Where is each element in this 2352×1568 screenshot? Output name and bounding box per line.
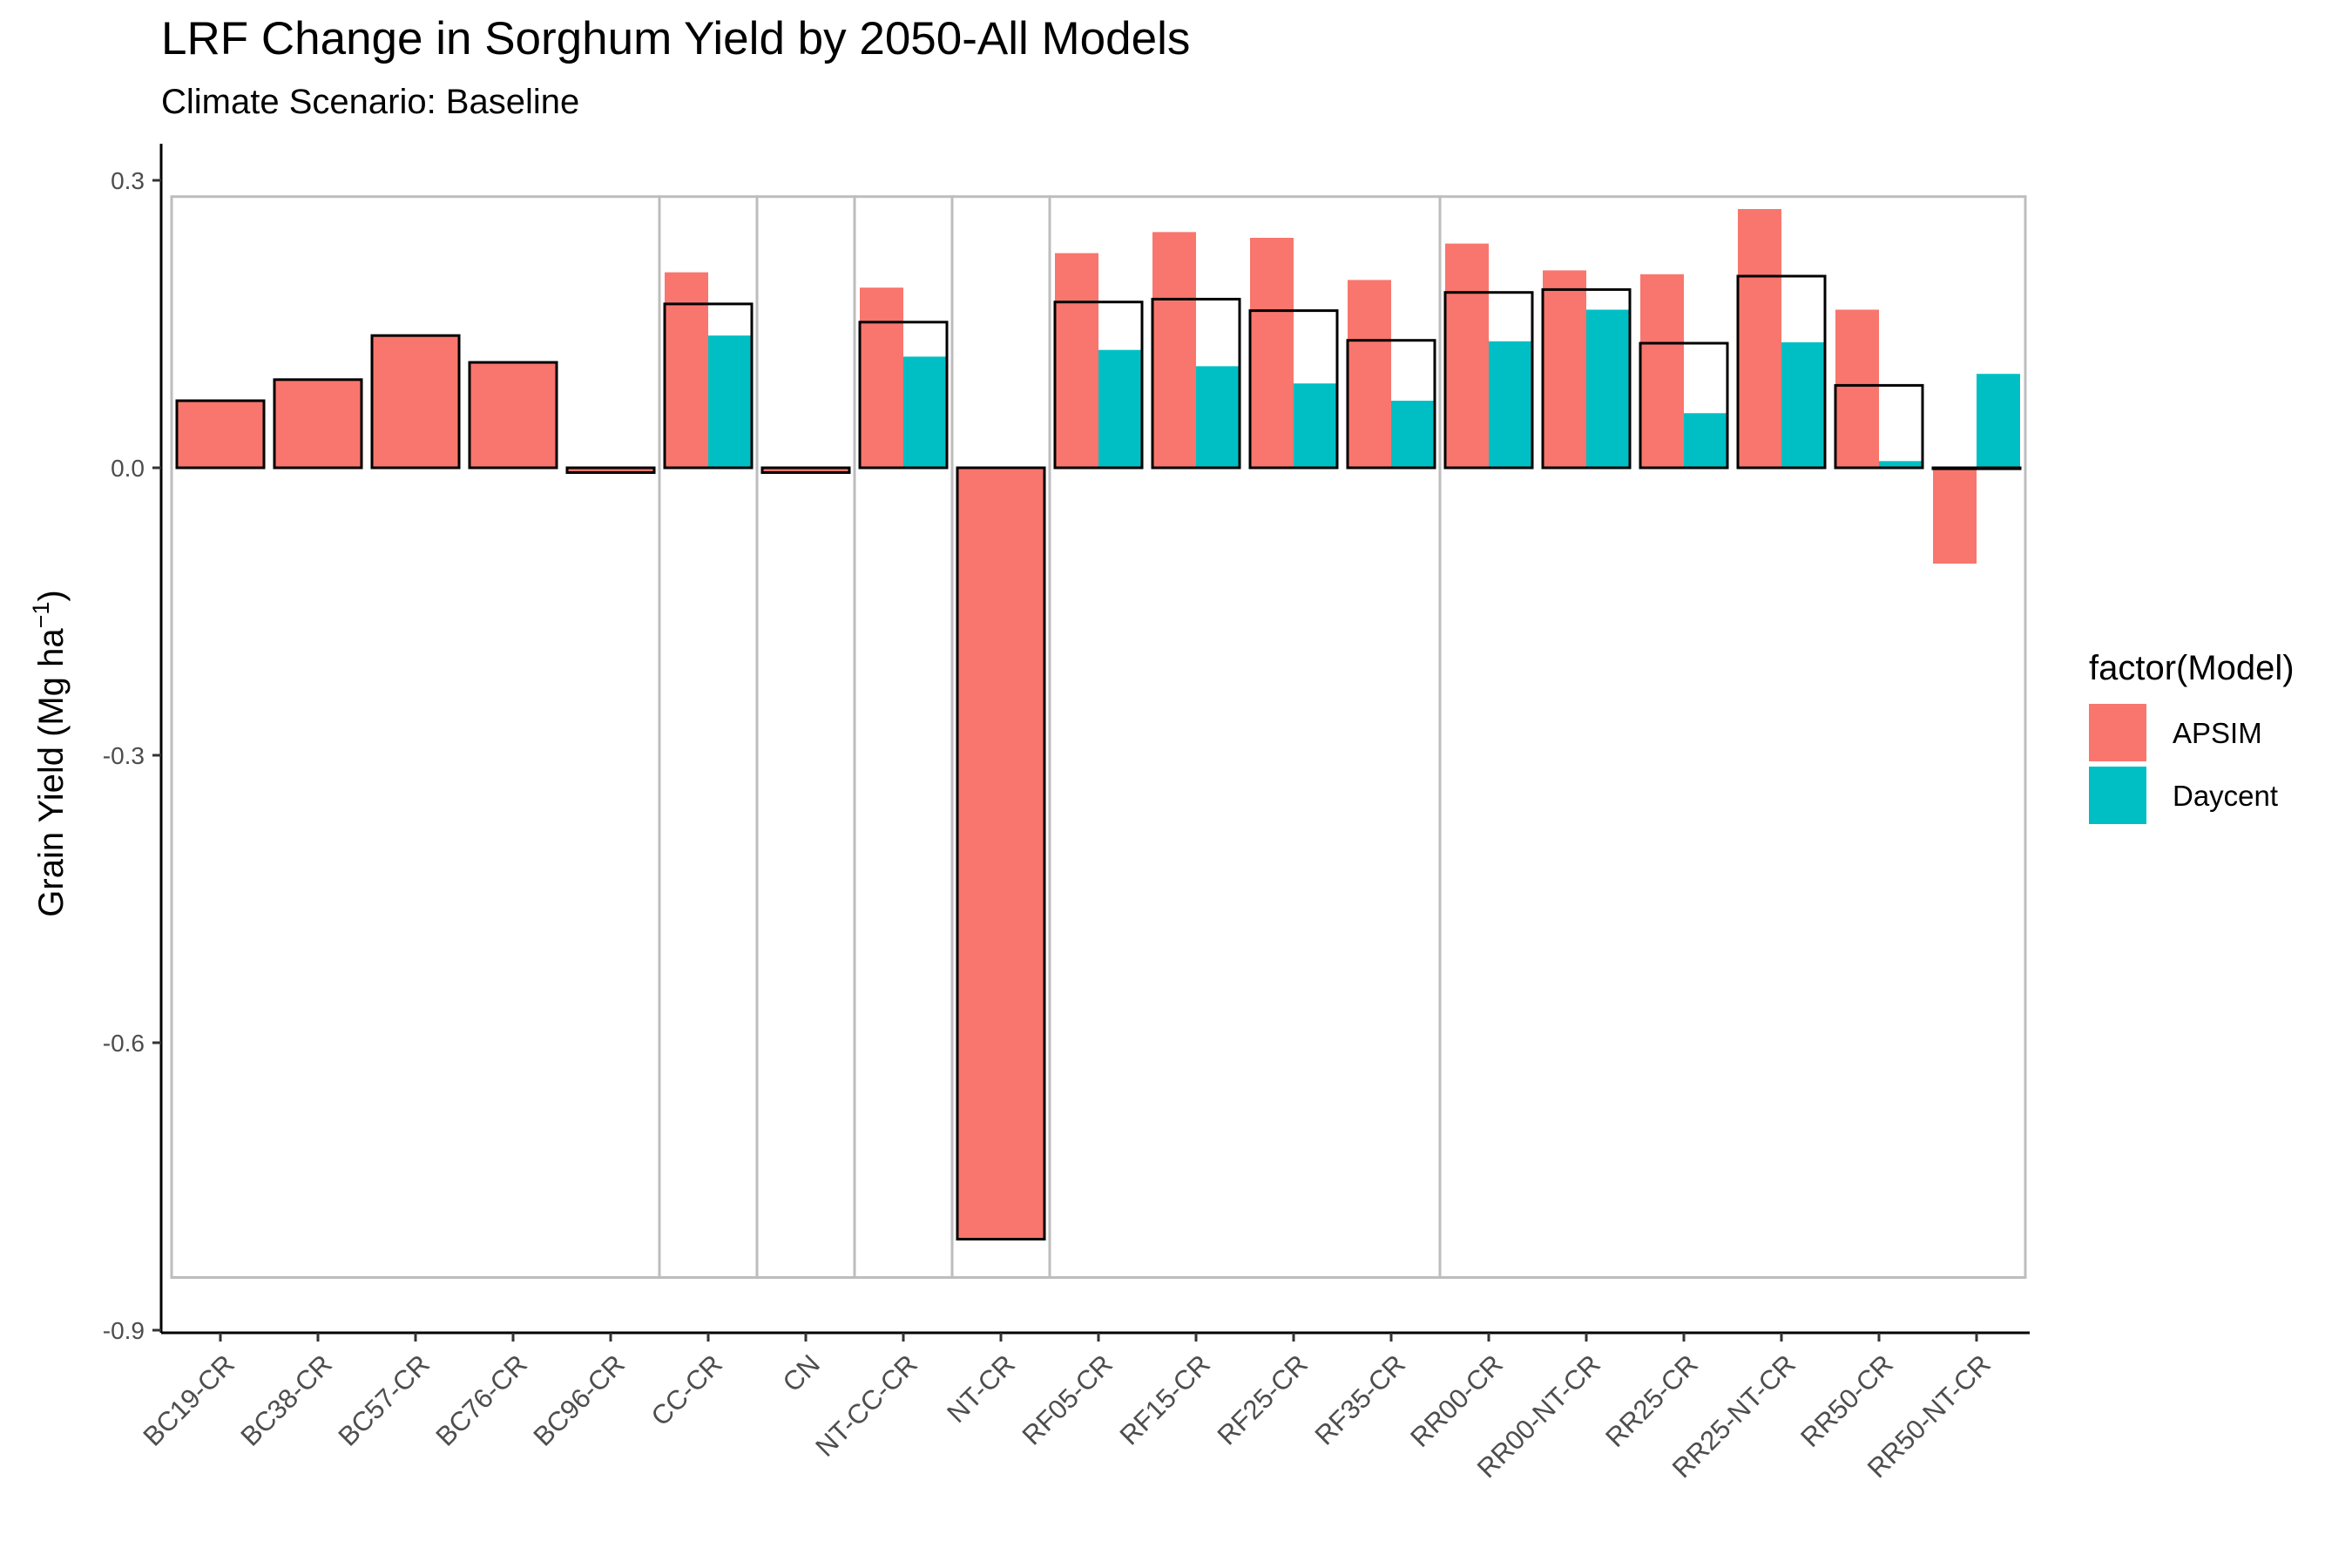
legend: factor(Model) APSIM Daycent [2089, 649, 2295, 824]
bar-apsim-rr00-cr [1445, 243, 1489, 468]
mean-outline-rr25-nt-cr [1736, 274, 1827, 470]
x-tick-label: BC19-CR [137, 1348, 240, 1452]
mean-outline-cn [760, 466, 851, 474]
x-tick-label: BC57-CR [332, 1348, 436, 1452]
x-tick-label: BC96-CR [527, 1348, 631, 1452]
bar-apsim-rr25-cr [1640, 274, 1684, 468]
bar-apsim-rr00-nt-cr [1543, 270, 1586, 468]
bar-apsim-cn [762, 468, 849, 473]
x-tick-label: RR50-CR [1794, 1348, 1899, 1453]
bar-daycent-rf15-cr [1196, 366, 1240, 468]
x-tick-label: RF05-CR [1017, 1348, 1119, 1450]
bar-apsim-bc76-cr [470, 362, 557, 468]
mean-outline-nt-cc-cr [858, 321, 949, 470]
chart-title: LRF Change in Sorghum Yield by 2050-All … [161, 13, 1190, 64]
x-tick-label: NT-CC-CR [809, 1348, 923, 1463]
bars [177, 209, 2020, 1240]
bar-apsim-bc96-cr [567, 468, 654, 473]
x-tick-label: BC76-CR [429, 1348, 533, 1452]
x-tick-label: BC38-CR [234, 1348, 338, 1452]
bar-daycent-rr00-cr [1489, 341, 1532, 468]
x-tick-label: RR25-CR [1599, 1348, 1704, 1453]
axes [159, 144, 2030, 1335]
y-tick-label: -0.9 [103, 1317, 145, 1344]
legend-title: factor(Model) [2089, 649, 2295, 687]
y-axis-label: Grain Yield (Mg ha−1) [28, 590, 71, 916]
bar-daycent-rf05-cr [1098, 349, 1142, 468]
bar-apsim-nt-cc-cr [860, 287, 903, 468]
x-tick-label: RF35-CR [1309, 1348, 1411, 1450]
bar-apsim-bc38-cr [274, 379, 362, 468]
y-tick-label: -0.6 [103, 1030, 145, 1057]
mean-outline-rr00-nt-cr [1541, 287, 1632, 470]
mean-outline-rr25-cr [1639, 341, 1729, 470]
bar-daycent-rf35-cr [1391, 401, 1435, 468]
bar-daycent-nt-cc-cr [903, 356, 947, 468]
bar-daycent-cc-cr [708, 335, 752, 468]
mean-outline-rf05-cr [1053, 301, 1144, 470]
x-tick-label: RR00-CR [1404, 1348, 1509, 1453]
y-axis-label-text: Grain Yield (Mg ha [32, 628, 71, 917]
bar-apsim-rr50-nt-cr [1933, 468, 1977, 564]
bar-apsim-cc-cr [665, 272, 708, 468]
mean-outline-bc38-cr [273, 378, 363, 470]
legend-label-apsim: APSIM [2173, 717, 2262, 749]
bar-daycent-rr50-cr [1879, 461, 1923, 468]
bar-apsim-rf25-cr [1250, 238, 1294, 468]
mean-outline-rr00-cr [1443, 291, 1534, 470]
legend-key-apsim [2089, 704, 2146, 761]
x-tick-label: CN [777, 1348, 826, 1397]
bar-apsim-rf15-cr [1152, 232, 1196, 468]
bar-daycent-rr25-nt-cr [1781, 341, 1825, 468]
bar-apsim-nt-cr [957, 468, 1044, 1240]
mean-outline-rf25-cr [1248, 309, 1339, 470]
bar-apsim-rr25-nt-cr [1738, 209, 1781, 468]
mean-outline-bc76-cr [468, 361, 558, 470]
bar-apsim-rf35-cr [1348, 280, 1391, 468]
chart-subtitle: Climate Scenario: Baseline [161, 83, 579, 121]
mean-outline-bc19-cr [175, 399, 266, 470]
x-tick-label: CC-CR [645, 1348, 728, 1431]
mean-outline-cc-cr [663, 302, 754, 470]
y-ticks: -0.9 -0.6 -0.3 0.0 0.3 [103, 167, 161, 1344]
legend-key-daycent [2089, 767, 2146, 824]
group-box-3 [755, 195, 856, 1280]
mean-outline-nt-cr [956, 466, 1046, 1240]
bar-apsim-bc57-cr [372, 335, 459, 468]
group-box-7 [1438, 195, 2027, 1280]
mean-outline-bc57-cr [370, 334, 461, 470]
bar-daycent-rr00-nt-cr [1586, 309, 1630, 468]
mean-outline-rr50-nt-cr [1931, 466, 2022, 470]
x-tick-label: NT-CR [941, 1348, 1021, 1429]
bar-daycent-rr50-nt-cr [1977, 374, 2020, 468]
mean-outline-rf35-cr [1346, 339, 1436, 470]
mean-outlines [175, 274, 2022, 1240]
y-tick-label: -0.3 [103, 742, 145, 769]
mean-outline-rf15-cr [1151, 297, 1241, 470]
mean-outline-rr50-cr [1834, 383, 1924, 470]
x-tick-label: RF25-CR [1212, 1348, 1314, 1450]
bar-apsim-bc19-cr [177, 401, 264, 468]
y-tick-label: 0.3 [111, 167, 145, 194]
y-axis-label-close: ) [32, 590, 71, 601]
bar-apsim-rf05-cr [1055, 253, 1098, 468]
bar-daycent-rr25-cr [1684, 413, 1727, 468]
y-axis-label-exponent: −1 [28, 602, 54, 629]
group-boxes [170, 195, 2027, 1280]
bar-apsim-rr50-cr [1835, 309, 1879, 468]
y-tick-label: 0.0 [111, 455, 145, 482]
legend-label-daycent: Daycent [2173, 780, 2278, 812]
x-tick-label: RF15-CR [1114, 1348, 1216, 1450]
bar-daycent-rf25-cr [1294, 383, 1337, 468]
mean-outline-bc96-cr [565, 466, 656, 474]
